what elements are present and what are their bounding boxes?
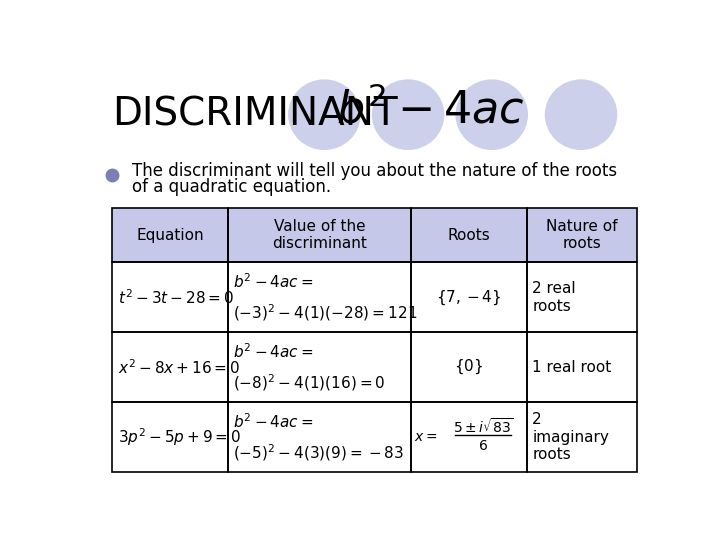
Text: $b^2 - 4ac$: $b^2 - 4ac$ [336, 88, 524, 133]
Text: $x=$: $x=$ [414, 430, 438, 444]
Bar [411, 208, 527, 262]
Bar [112, 208, 228, 262]
Text: $b^2 - 4ac =$: $b^2 - 4ac =$ [233, 273, 314, 291]
Bar [228, 332, 411, 402]
Text: $b^2 - 4ac =$: $b^2 - 4ac =$ [233, 413, 314, 431]
Bar [527, 332, 636, 402]
Ellipse shape [288, 79, 361, 150]
Text: $t^2 - 3t - 28 = 0$: $t^2 - 3t - 28 = 0$ [118, 288, 234, 307]
Text: $(-3)^2 - 4(1)(-28) = 121$: $(-3)^2 - 4(1)(-28) = 121$ [233, 302, 418, 323]
Bar [411, 208, 527, 262]
Text: Roots: Roots [448, 228, 490, 243]
Bar [112, 402, 228, 472]
Bar [228, 208, 411, 262]
Text: $x^2 - 8x + 16 = 0$: $x^2 - 8x + 16 = 0$ [118, 358, 240, 376]
Text: $6$: $6$ [478, 440, 488, 454]
Text: $5 \pm i\sqrt{83}$: $5 \pm i\sqrt{83}$ [453, 417, 513, 436]
Bar [527, 402, 636, 472]
Bar [228, 262, 411, 332]
Bar [411, 332, 527, 402]
Text: Value of the
discriminant: Value of the discriminant [272, 219, 367, 252]
Ellipse shape [372, 79, 444, 150]
Text: DISCRIMINANT: DISCRIMINANT [112, 96, 398, 134]
Text: $\{0\}$: $\{0\}$ [454, 358, 484, 376]
Text: of a quadratic equation.: of a quadratic equation. [132, 178, 331, 197]
Text: $3p^2 - 5p + 9 = 0$: $3p^2 - 5p + 9 = 0$ [118, 427, 241, 448]
Text: $\{7, - 4\}$: $\{7, - 4\}$ [436, 288, 502, 307]
Bar [527, 208, 636, 262]
Text: $(-5)^2 - 4(3)(9) = -83$: $(-5)^2 - 4(3)(9) = -83$ [233, 442, 405, 463]
Text: $(-8)^2 - 4(1)(16) = 0$: $(-8)^2 - 4(1)(16) = 0$ [233, 373, 386, 393]
Text: $b^2 - 4ac =$: $b^2 - 4ac =$ [233, 342, 314, 361]
Bar [112, 262, 228, 332]
Ellipse shape [545, 79, 617, 150]
Text: 2
imaginary
roots: 2 imaginary roots [532, 413, 609, 462]
Bar [411, 402, 527, 472]
Text: 2 real
roots: 2 real roots [532, 281, 576, 314]
Bar [112, 332, 228, 402]
Text: Nature of
roots: Nature of roots [546, 219, 618, 252]
Ellipse shape [456, 79, 528, 150]
Bar [527, 262, 636, 332]
Text: The discriminant will tell you about the nature of the roots: The discriminant will tell you about the… [132, 162, 617, 180]
Text: 1 real root: 1 real root [532, 360, 611, 375]
Text: Equation: Equation [136, 228, 204, 243]
Bar [228, 402, 411, 472]
Bar [112, 208, 228, 262]
Bar [527, 208, 636, 262]
Bar [228, 208, 411, 262]
Bar [411, 262, 527, 332]
